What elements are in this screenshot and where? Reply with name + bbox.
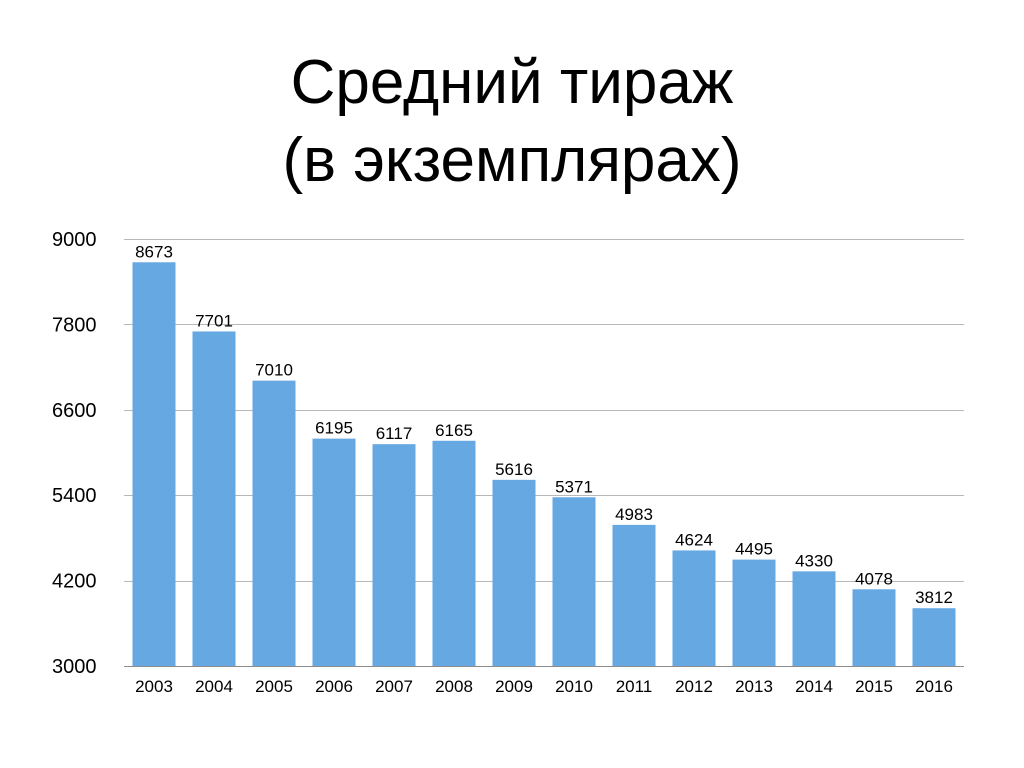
bar: [312, 438, 356, 666]
x-tick-label: 2004: [195, 677, 233, 696]
bar-value-label: 4624: [675, 530, 713, 549]
bar-value-label: 6195: [315, 419, 353, 438]
bar-value-label: 4330: [795, 551, 833, 570]
bar-data-labels: 8673 7701 7010 6195 6117 6165 5616 5371 4983 4624…: [135, 242, 953, 607]
bar-value-label: 4983: [615, 505, 653, 524]
y-tick-label: 9000: [52, 229, 97, 251]
bar-value-label: 3812: [915, 588, 953, 607]
x-axis-tick-labels: 2003 2004 2005 2006 2007 2008 2009 2010 2011 2012…: [135, 677, 953, 696]
y-tick-label: 3000: [52, 656, 97, 678]
bar: [432, 440, 476, 666]
bar: [252, 380, 296, 666]
bar-value-label: 6165: [435, 421, 473, 440]
bar: [552, 497, 596, 666]
bar: [672, 550, 716, 666]
slide-title-line-2: (в экземплярах): [282, 126, 742, 195]
x-tick-label: 2016: [915, 677, 953, 696]
bar-value-label: 4495: [735, 540, 773, 559]
y-axis-tick-labels: 3000 4200 5400 6600 7800 9000: [52, 229, 97, 678]
x-tick-label: 2006: [315, 677, 353, 696]
x-tick-label: 2014: [795, 677, 833, 696]
y-tick-label: 5400: [52, 485, 97, 507]
bar: [192, 331, 236, 666]
bar: [732, 559, 776, 666]
x-tick-label: 2005: [255, 677, 293, 696]
bar-value-label: 5371: [555, 477, 593, 496]
bar-value-label: 6117: [376, 424, 413, 443]
bar: [372, 444, 416, 666]
y-tick-label: 4200: [52, 571, 97, 593]
slide-title: Средний тираж (в экземплярах): [0, 44, 1024, 200]
x-tick-label: 2010: [555, 677, 593, 696]
bars: [132, 262, 956, 666]
bar: [852, 589, 896, 666]
x-tick-label: 2012: [675, 677, 713, 696]
bar: [492, 479, 536, 666]
x-tick-label: 2007: [375, 677, 413, 696]
gridlines: [124, 239, 964, 667]
x-tick-label: 2011: [616, 677, 653, 696]
bar-value-label: 8673: [135, 242, 173, 261]
bar: [612, 524, 656, 666]
bar-value-label: 5616: [495, 460, 533, 479]
y-tick-label: 7800: [52, 314, 97, 336]
bar-value-label: 4078: [855, 569, 893, 588]
bar: [132, 262, 176, 666]
x-tick-label: 2008: [435, 677, 473, 696]
x-tick-label: 2003: [135, 677, 173, 696]
x-tick-label: 2009: [495, 677, 533, 696]
bar: [792, 571, 836, 666]
y-tick-label: 6600: [52, 400, 97, 422]
x-tick-label: 2013: [735, 677, 773, 696]
x-tick-label: 2015: [855, 677, 893, 696]
bar: [912, 608, 956, 666]
bar-value-label: 7701: [195, 311, 233, 330]
bar-value-label: 7010: [255, 361, 293, 380]
slide-title-line-1: Средний тираж: [290, 48, 734, 117]
